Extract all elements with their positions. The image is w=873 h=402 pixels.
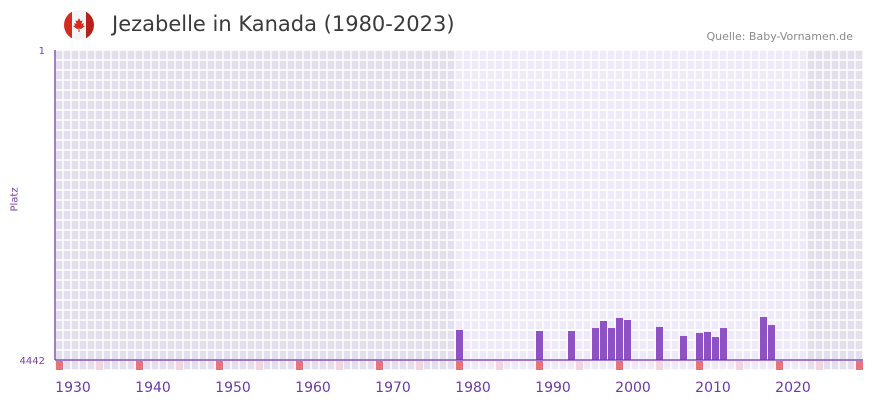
source-link[interactable]: Quelle: Baby-Vornamen.de — [706, 30, 853, 43]
bar-1990 — [536, 331, 543, 360]
decade-marker — [456, 361, 463, 370]
decade-marker — [616, 361, 623, 370]
bar-2012 — [712, 337, 719, 360]
bar-1999 — [608, 328, 615, 360]
half-decade-marker — [816, 361, 823, 370]
half-decade-marker — [576, 361, 583, 370]
page-title: Jezabelle in Kanada (1980-2023) — [112, 12, 455, 36]
half-decade-marker — [496, 361, 503, 370]
decade-marker — [696, 361, 703, 370]
decade-marker — [56, 361, 63, 370]
bar-2019 — [768, 325, 775, 360]
x-tick-label: 1970 — [375, 380, 411, 396]
decade-marker — [376, 361, 383, 370]
x-tick-label: 2010 — [695, 380, 731, 396]
half-decade-marker — [96, 361, 103, 370]
x-tick-label: 2020 — [775, 380, 811, 396]
x-tick-label: 1950 — [215, 380, 251, 396]
bar-2005 — [656, 326, 663, 360]
decade-marker — [136, 361, 143, 370]
half-decade-marker — [736, 361, 743, 370]
x-tick-label: 1990 — [535, 380, 571, 396]
half-decade-marker — [336, 361, 343, 370]
y-tick-label: 1 — [39, 46, 45, 57]
bar-1980 — [456, 329, 463, 360]
decade-marker — [216, 361, 223, 370]
bar-2010 — [696, 332, 703, 360]
y-tick-label: 4442 — [20, 356, 45, 367]
half-decade-marker — [256, 361, 263, 370]
decade-marker — [536, 361, 543, 370]
bar-2008 — [680, 335, 687, 360]
x-tick-label: 1960 — [295, 380, 331, 396]
bar-1998 — [600, 320, 607, 360]
canada-flag-icon — [64, 10, 94, 40]
bar-2011 — [704, 332, 711, 360]
half-decade-marker — [416, 361, 423, 370]
bar-1997 — [592, 328, 599, 360]
bar-2013 — [720, 328, 727, 360]
decade-marker — [296, 361, 303, 370]
x-tick-label: 2000 — [615, 380, 651, 396]
bar-2018 — [760, 317, 767, 360]
bar-2001 — [624, 320, 631, 360]
x-tick-label: 1940 — [135, 380, 171, 396]
decade-marker — [856, 361, 863, 370]
half-decade-marker — [656, 361, 663, 370]
bar-1994 — [568, 331, 575, 360]
decade-marker — [776, 361, 783, 370]
bar-2000 — [616, 317, 623, 360]
x-tick-label: 1930 — [55, 380, 91, 396]
half-decade-marker — [176, 361, 183, 370]
x-tick-label: 1980 — [455, 380, 491, 396]
